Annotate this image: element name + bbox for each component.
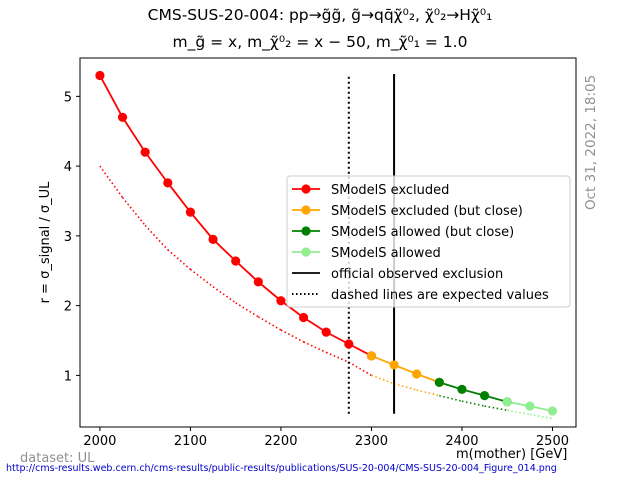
expected-curve-segment (325, 351, 350, 363)
data-point (117, 112, 128, 122)
data-point (95, 70, 105, 81)
x-tick-label: 2100 (174, 434, 207, 449)
data-point (163, 178, 173, 188)
expected-curve-segment (507, 409, 530, 416)
plot-frame (79, 57, 577, 428)
expected-curve-segment (212, 286, 237, 304)
data-point (547, 406, 558, 416)
x-axis-label: m(mother) [GeV] (456, 447, 568, 462)
legend-marker (301, 226, 311, 236)
expected-curve-segment (121, 197, 146, 226)
data-point (525, 401, 535, 411)
y-tick-label: 1 (64, 369, 72, 384)
x-tick-label: 2300 (355, 434, 388, 449)
y-axis-label: r = σ_signal / σ_UL (38, 181, 53, 304)
expected-curve-segment (371, 374, 395, 385)
data-point (344, 339, 354, 349)
y-tick-label: 4 (64, 160, 72, 175)
x-tick-label: 2200 (264, 434, 297, 449)
expected-curve-segment (461, 400, 485, 407)
legend-marker (301, 205, 311, 215)
data-point (185, 207, 196, 217)
data-point (434, 377, 444, 387)
expected-curve-segment (144, 224, 169, 251)
chart-title-line-1: CMS-SUS-20-004: pp→g̃g̃, g̃→qq̄χ̃⁰₂, χ̃⁰… (147, 6, 493, 24)
data-point (502, 397, 512, 407)
chart-title-line-2: m_g̃ = x, m_χ̃⁰₂ = x − 50, m_χ̃⁰₁ = 1.0 (172, 33, 468, 51)
series-line (439, 381, 508, 403)
dataset-label: dataset: UL (20, 451, 95, 466)
expected-curve-segment (393, 382, 417, 391)
legend-box (286, 175, 571, 308)
expected-curve-segment (484, 405, 508, 412)
expected-curve-segment (348, 361, 372, 377)
legend-marker (301, 184, 311, 194)
data-point (479, 391, 490, 401)
legend-label: SModelS allowed (331, 246, 441, 261)
x-tick-label: 2500 (536, 434, 569, 449)
legend-label: SModelS excluded (331, 183, 449, 198)
expected-curve-segment (167, 249, 191, 270)
data-point (253, 277, 263, 287)
legend-marker (301, 247, 311, 257)
data-point (231, 256, 241, 266)
expected-curve-segment (416, 389, 440, 397)
data-point (457, 384, 467, 394)
expected-curve-segment (189, 268, 214, 288)
data-point (298, 312, 309, 323)
x-tick-label: 2000 (83, 434, 116, 449)
expected-curve-segment (439, 394, 463, 402)
legend-label: official observed exclusion (331, 267, 503, 282)
data-point (140, 147, 150, 157)
y-tick-label: 5 (64, 90, 72, 105)
source-url-link[interactable]: http://cms-results.web.cern.ch/cms-resul… (6, 463, 557, 474)
y-tick-label: 2 (64, 300, 72, 315)
y-tick-label: 3 (64, 230, 72, 245)
expected-curve-segment (280, 329, 304, 343)
legend-label: SModelS excluded (but close) (331, 204, 523, 219)
data-point (321, 327, 331, 337)
timestamp: Oct 31, 2022, 18:05 (583, 74, 599, 210)
data-point (208, 234, 218, 244)
legend-label: dashed lines are expected values (331, 288, 549, 303)
data-point (276, 296, 286, 306)
legend-label: SModelS allowed (but close) (331, 225, 514, 240)
expected-curve-segment (235, 302, 259, 318)
expected-curve-segment (257, 316, 282, 331)
series-line (371, 355, 440, 384)
expected-curve-segment (303, 341, 327, 354)
data-point (412, 369, 422, 379)
x-tick-label: 2400 (445, 434, 478, 449)
data-point (366, 351, 377, 361)
expected-curve-segment (99, 165, 124, 198)
data-point (389, 360, 399, 370)
expected-curve-segment (529, 413, 553, 420)
